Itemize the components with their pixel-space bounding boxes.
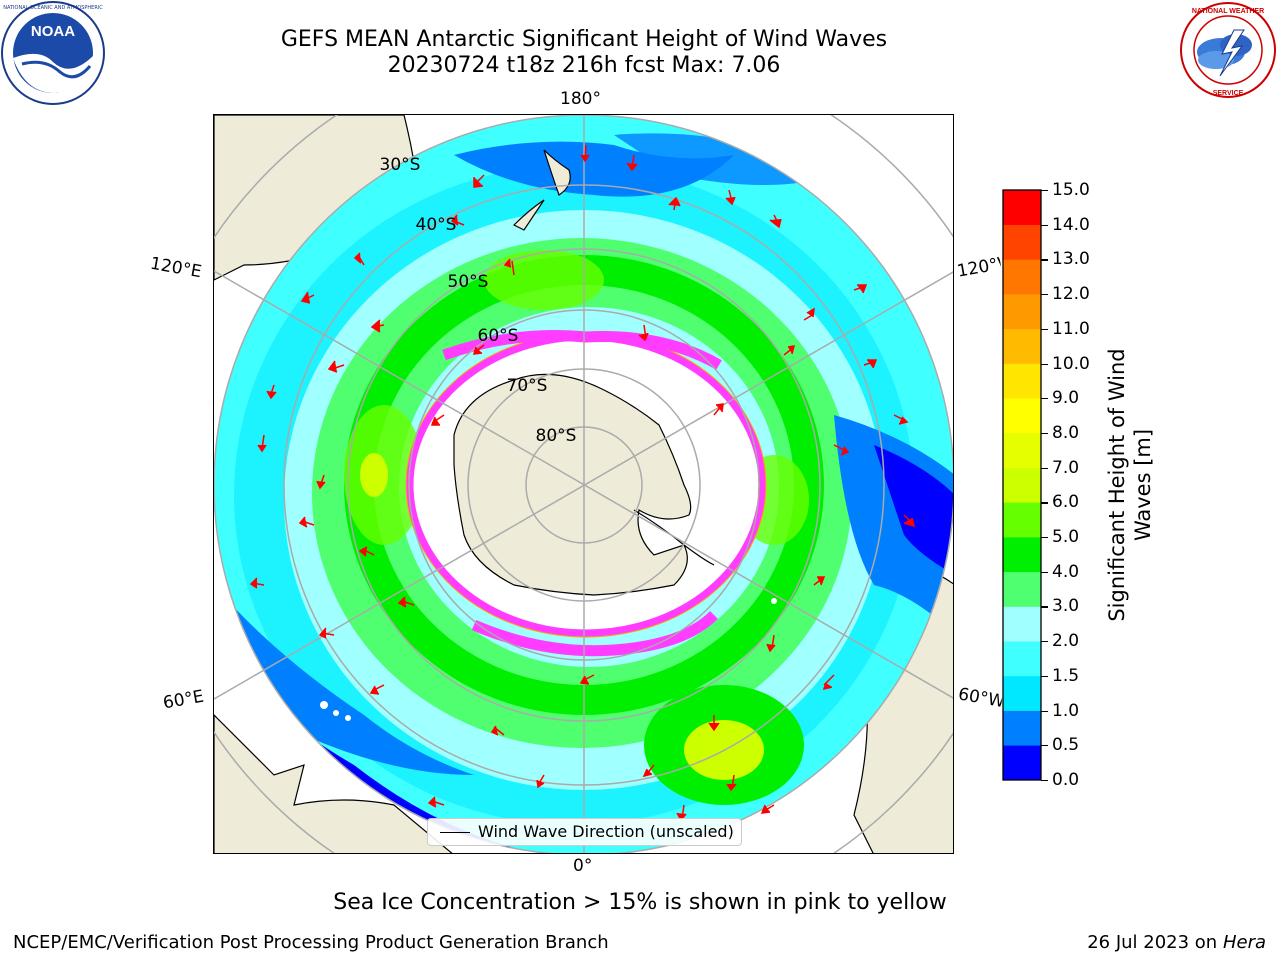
- lon-label-180: 180°: [560, 89, 601, 109]
- credit-date: 26 Jul 2023 on: [1087, 932, 1223, 953]
- colorbar-tick-mark: [1041, 571, 1048, 573]
- colorbar-tick-label: 12.0: [1052, 284, 1090, 305]
- polar-map: 30°S 40°S 50°S 60°S 70°S 80°S: [214, 115, 953, 853]
- colorbar-band: [1003, 606, 1041, 642]
- colorbar-tick-mark: [1041, 606, 1048, 608]
- colorbar-band: [1003, 745, 1041, 781]
- credit-host: Hera: [1222, 932, 1266, 953]
- colorbar-band: [1003, 259, 1041, 295]
- colorbar-tick-label: 1.0: [1052, 700, 1080, 721]
- colorbar-tick-mark: [1041, 363, 1048, 365]
- map-legend: Wind Wave Direction (unscaled): [427, 818, 742, 846]
- colorbar-band: [1003, 398, 1041, 434]
- colorbar-band: [1003, 224, 1041, 260]
- sea-ice-note: Sea Ice Concentration > 15% is shown in …: [333, 890, 947, 915]
- colorbar-tick-mark: [1041, 502, 1048, 504]
- colorbar-band: [1003, 710, 1041, 746]
- lat-label-80s: 80°S: [536, 426, 577, 446]
- colorbar-border: [1002, 189, 1042, 781]
- lat-label-70s: 70°S: [507, 376, 548, 396]
- noaa-logo-text: NOAA: [31, 23, 75, 40]
- colorbar-band: [1003, 641, 1041, 677]
- svg-text:NATIONAL OCEANIC AND ATMOSPHER: NATIONAL OCEANIC AND ATMOSPHERIC: [3, 5, 103, 11]
- colorbar-tick-label: 0.5: [1052, 735, 1080, 756]
- colorbar-tick-mark: [1041, 328, 1048, 330]
- lon-label-120w: 120°W: [955, 254, 1003, 282]
- new-zealand-land: [512, 149, 571, 231]
- colorbar-tick-mark: [1041, 294, 1048, 296]
- colorbar-tick-mark: [1041, 745, 1048, 747]
- sea-ice-specks: [320, 598, 777, 721]
- lat-label-60s: 60°S: [478, 326, 519, 346]
- colorbar-tick-mark: [1041, 398, 1048, 400]
- colorbar-tick-mark: [1041, 537, 1048, 539]
- lat-label-50s: 50°S: [448, 272, 489, 292]
- colorbar-tick-label: 14.0: [1052, 214, 1090, 235]
- credit-left: NCEP/EMC/Verification Post Processing Pr…: [13, 932, 609, 953]
- colorbar-tick-label: 6.0: [1052, 492, 1080, 513]
- colorbar-tick-mark: [1041, 780, 1048, 782]
- colorbar-band: [1003, 190, 1041, 226]
- credit-right: 26 Jul 2023 on Hera: [1087, 932, 1266, 953]
- colorbar-band: [1003, 675, 1041, 711]
- nws-logo: NATIONAL WEATHER SERVICE: [1180, 2, 1276, 98]
- colorbar-tick-mark: [1041, 432, 1048, 435]
- colorbar-label-line2: Waves [m]: [1131, 428, 1155, 542]
- colorbar-tick-mark: [1041, 224, 1048, 226]
- colorbar-band: [1003, 467, 1041, 503]
- colorbar-tick-label: 11.0: [1052, 318, 1090, 339]
- colorbar-band: [1003, 294, 1041, 330]
- colorbar-tick-label: 2.0: [1052, 631, 1080, 652]
- lon-label-120e: 120°E: [148, 253, 204, 283]
- colorbar-tick-label: 1.5: [1052, 665, 1080, 686]
- legend-label: Wind Wave Direction (unscaled): [478, 822, 734, 841]
- svg-text:SERVICE: SERVICE: [1213, 90, 1244, 97]
- colorbar-tick-mark: [1041, 259, 1048, 261]
- colorbar-tick-label: 7.0: [1052, 457, 1080, 478]
- colorbar-tick-label: 4.0: [1052, 561, 1080, 582]
- colorbar-tick-label: 5.0: [1052, 527, 1080, 548]
- noaa-logo: NOAA NATIONAL OCEANIC AND ATMOSPHERIC: [1, 1, 105, 105]
- colorbar-tick-label: 9.0: [1052, 388, 1080, 409]
- colorbar-tick-mark: [1041, 710, 1048, 712]
- lon-label-0: 0°: [573, 856, 593, 876]
- colorbar-band: [1003, 571, 1041, 607]
- lon-label-60w: 60°W: [956, 684, 1004, 712]
- colorbar-tick-mark: [1041, 467, 1048, 469]
- svg-text:NATIONAL WEATHER: NATIONAL WEATHER: [1192, 8, 1264, 15]
- colorbar-tick-label: 15.0: [1052, 180, 1090, 200]
- chart-subtitle: 20230724 t18z 216h fcst Max: 7.06: [387, 53, 781, 78]
- colorbar-tick-mark: [1041, 641, 1048, 643]
- colorbar-band: [1003, 537, 1041, 573]
- colorbar-label-line1: Significant Height of Wind: [1105, 348, 1129, 622]
- colorbar-tick-label: 8.0: [1052, 422, 1080, 443]
- lat-label-40s: 40°S: [416, 215, 457, 235]
- map-panel: 30°S 40°S 50°S 60°S 70°S 80°S Wind Wave …: [213, 114, 954, 854]
- colorbar-tick-mark: [1041, 675, 1048, 678]
- colorbar: [1002, 189, 1042, 781]
- legend-line-swatch: [440, 832, 470, 834]
- colorbar-tick-label: 0.0: [1052, 770, 1080, 790]
- colorbar-band: [1003, 363, 1041, 399]
- lon-label-60e: 60°E: [161, 686, 206, 714]
- lat-label-30s: 30°S: [380, 155, 421, 175]
- colorbar-band: [1003, 328, 1041, 364]
- colorbar-band: [1003, 432, 1041, 468]
- wind-wave-arrows: [249, 144, 916, 822]
- graticule: [214, 115, 953, 853]
- colorbar-tick-label: 3.0: [1052, 596, 1080, 617]
- chart-title: GEFS MEAN Antarctic Significant Height o…: [280, 27, 888, 52]
- colorbar-label: Significant Height of Wind Waves [m]: [1104, 348, 1156, 621]
- colorbar-band: [1003, 502, 1041, 538]
- antarctica-land: [453, 373, 692, 596]
- colorbar-tick-label: 13.0: [1052, 249, 1090, 270]
- colorbar-tick-mark: [1041, 190, 1048, 192]
- colorbar-tick-label: 10.0: [1052, 353, 1090, 374]
